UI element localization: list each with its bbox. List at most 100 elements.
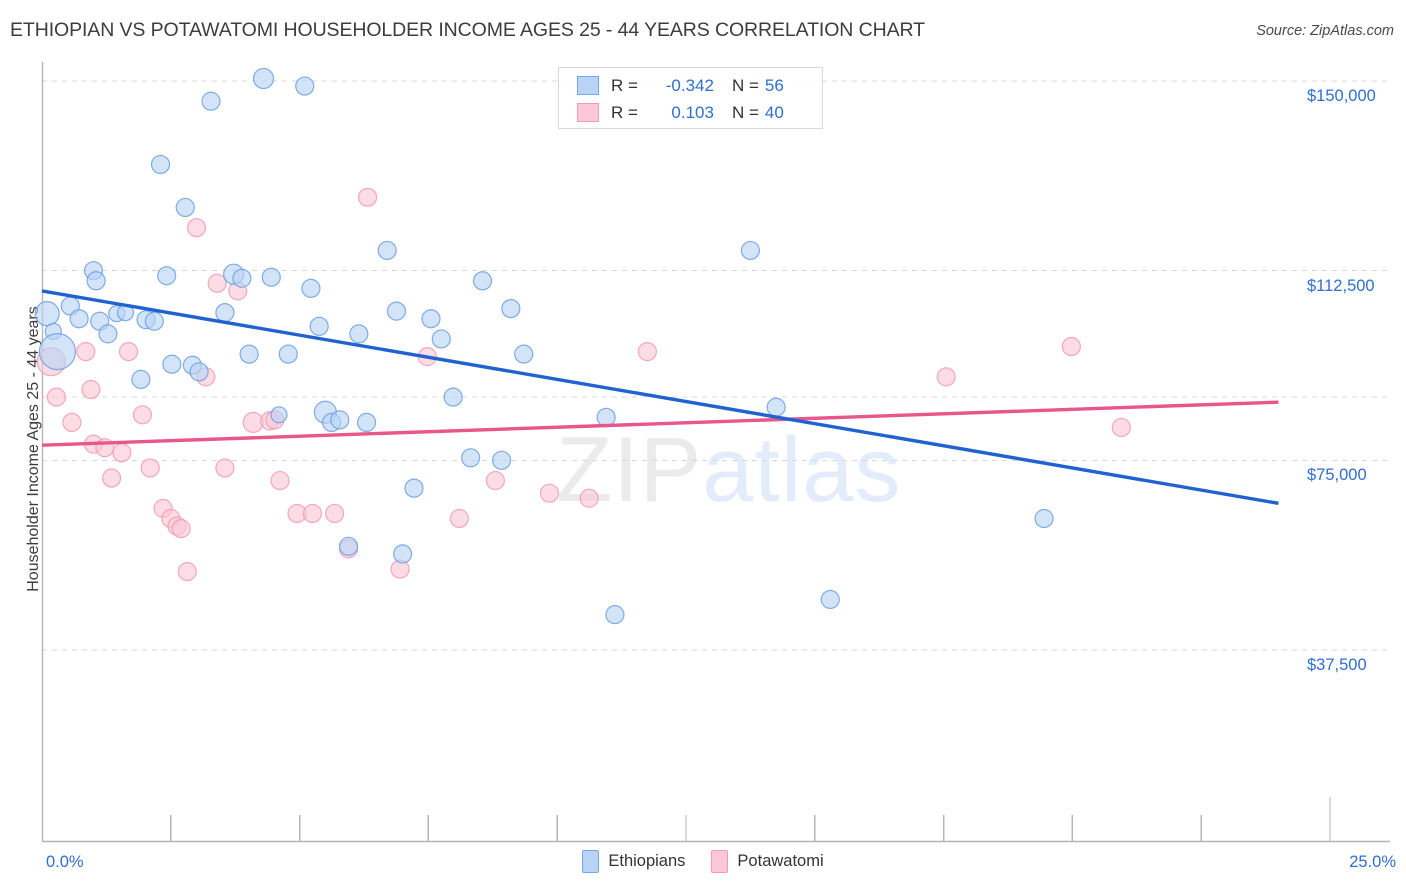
scatter-point bbox=[740, 240, 761, 261]
plot-area bbox=[34, 62, 1390, 843]
scatter-point bbox=[295, 76, 315, 96]
scatter-point bbox=[472, 271, 493, 291]
scatter-point bbox=[431, 329, 451, 349]
scatter-point bbox=[356, 412, 377, 432]
scatter-point bbox=[579, 488, 599, 508]
stat-r-value-pink: 0.103 bbox=[671, 102, 714, 122]
scatter-point bbox=[46, 387, 67, 407]
trendline bbox=[41, 400, 1279, 447]
source-label: Source: ZipAtlas.com bbox=[1256, 23, 1394, 39]
scatter-point bbox=[301, 278, 321, 298]
scatter-point bbox=[242, 411, 264, 433]
legend-label-potawatomi: Potawatomi bbox=[737, 852, 824, 870]
scatter-point bbox=[605, 604, 625, 625]
scatter-point bbox=[501, 299, 521, 319]
chart-legend: Ethiopians Potawatomi bbox=[0, 850, 1406, 873]
scatter-point bbox=[215, 303, 235, 323]
stat-n-key-blue: N = bbox=[731, 75, 759, 95]
scatter-point bbox=[936, 367, 956, 387]
scatter-point bbox=[325, 503, 345, 524]
legend-item-potawatomi[interactable]: Potawatomi bbox=[711, 850, 824, 873]
scatter-point bbox=[485, 470, 505, 491]
stat-swatch-blue bbox=[577, 76, 599, 95]
scatter-point bbox=[81, 379, 101, 400]
stat-n-key-pink: N = bbox=[731, 102, 759, 122]
scatter-point bbox=[404, 478, 424, 498]
scatter-point bbox=[309, 316, 329, 336]
scatter-point bbox=[421, 309, 441, 329]
scatter-point bbox=[449, 508, 469, 529]
scatter-point bbox=[1111, 417, 1131, 438]
scatter-point bbox=[270, 406, 288, 424]
scatter-point bbox=[69, 309, 89, 329]
scatter-point bbox=[820, 589, 840, 610]
scatter-point bbox=[261, 267, 281, 287]
scatter-point bbox=[443, 387, 463, 407]
scatter-point bbox=[86, 271, 106, 291]
scatter-point bbox=[171, 519, 191, 539]
stat-row-potawatomi: R = 0.103 N = 40 bbox=[559, 99, 822, 126]
page-title: ETHIOPIAN VS POTAWATOMI HOUSEHOLDER INCO… bbox=[10, 19, 925, 41]
scatter-point bbox=[201, 91, 221, 111]
scatter-point bbox=[338, 536, 359, 556]
scatter-point bbox=[62, 412, 82, 432]
scatter-point bbox=[514, 344, 534, 364]
scatter-point bbox=[34, 301, 60, 327]
plot-svg bbox=[34, 62, 1390, 843]
legend-swatch-blue-icon bbox=[582, 850, 600, 873]
scatter-point bbox=[302, 503, 323, 524]
legend-item-ethiopians[interactable]: Ethiopians bbox=[582, 850, 685, 873]
y-axis-label-75000: $75,000 bbox=[1307, 466, 1367, 485]
x-axis-label-min: 0.0% bbox=[46, 853, 84, 871]
scatter-point bbox=[76, 341, 96, 362]
scatter-point bbox=[349, 324, 369, 344]
scatter-point bbox=[186, 218, 207, 238]
scatter-point bbox=[386, 301, 407, 321]
stat-swatch-pink bbox=[577, 103, 599, 122]
x-axis-ticks bbox=[170, 797, 1331, 842]
legend-swatch-pink-icon bbox=[711, 850, 729, 873]
scatter-point bbox=[1034, 508, 1054, 529]
scatter-point bbox=[215, 458, 235, 478]
scatter-point bbox=[38, 332, 77, 371]
x-axis-label-max: 25.0% bbox=[1349, 853, 1396, 871]
scatter-point bbox=[1061, 336, 1081, 357]
scatter-point bbox=[112, 443, 132, 463]
legend-label-ethiopians: Ethiopians bbox=[608, 852, 686, 870]
stat-r-key-blue: R = bbox=[611, 75, 638, 95]
scatter-point bbox=[177, 562, 197, 582]
trendline bbox=[41, 289, 1279, 505]
scatter-point bbox=[101, 468, 122, 488]
correlation-stats-box: R = -0.342 N = 56 R = 0.103 N = 40 bbox=[558, 67, 823, 129]
y-axis-label-37500: $37,500 bbox=[1307, 656, 1367, 674]
scatter-point bbox=[539, 483, 560, 503]
scatter-point bbox=[98, 324, 118, 344]
trendline-potawatomi bbox=[41, 400, 1279, 447]
scatter-point bbox=[140, 458, 160, 478]
scatter-point bbox=[150, 154, 171, 175]
scatter-point bbox=[461, 448, 481, 468]
scatter-point bbox=[270, 470, 290, 491]
scatter-point bbox=[144, 311, 164, 331]
scatter-points-ethiopians bbox=[34, 67, 1054, 625]
scatter-point bbox=[377, 240, 397, 261]
stat-n-value-blue: 56 bbox=[764, 75, 784, 95]
scatter-point bbox=[766, 397, 786, 417]
stat-row-ethiopians: R = -0.342 N = 56 bbox=[559, 72, 822, 99]
scatter-point bbox=[131, 369, 151, 390]
scatter-point bbox=[358, 187, 378, 207]
trendline-ethiopians bbox=[41, 289, 1279, 505]
stat-r-key-pink: R = bbox=[611, 102, 638, 122]
scatter-point bbox=[393, 544, 413, 564]
scatter-point bbox=[207, 273, 227, 293]
scatter-point bbox=[252, 67, 275, 90]
scatter-point bbox=[278, 344, 298, 364]
axis-lines bbox=[41, 62, 1390, 843]
gridlines bbox=[42, 80, 1390, 651]
scatter-point bbox=[232, 268, 252, 288]
scatter-point bbox=[162, 354, 182, 374]
scatter-point bbox=[239, 344, 259, 364]
scatter-point bbox=[175, 197, 195, 218]
stat-n-value-pink: 40 bbox=[764, 102, 784, 122]
